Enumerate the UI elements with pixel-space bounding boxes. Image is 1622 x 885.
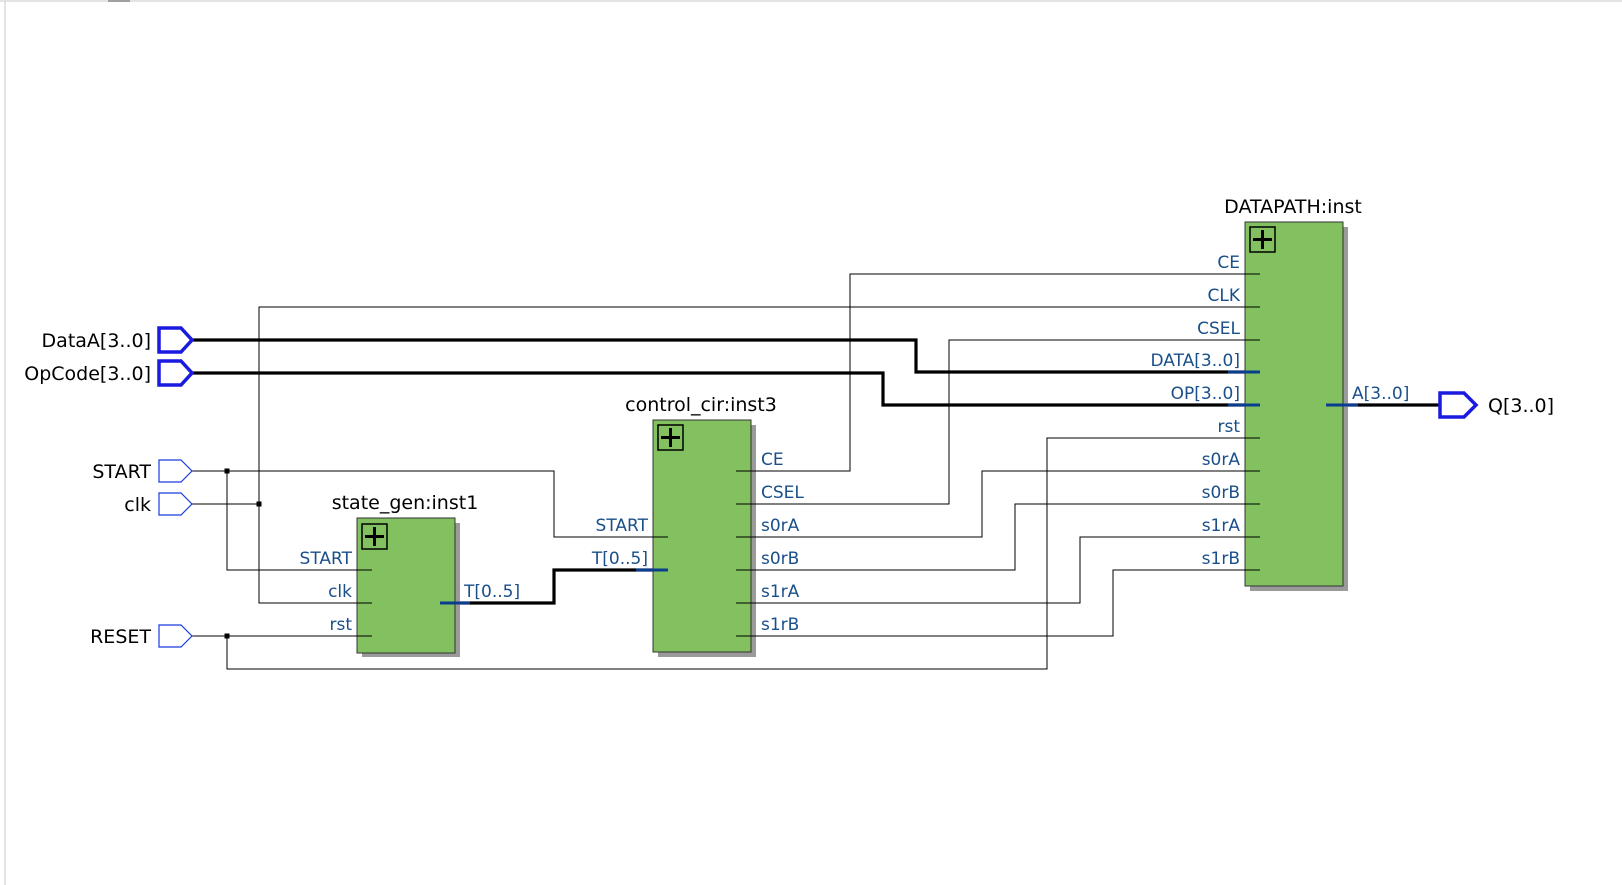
control-cir-pin-t: T[0..5]	[591, 549, 648, 569]
block-control-cir-body	[652, 419, 752, 653]
datapath-pin-s0ra: s0rA	[1202, 450, 1241, 470]
block-control-cir-expand-icon[interactable]	[657, 424, 684, 451]
datapath-pin-csel: CSEL	[1197, 319, 1240, 339]
wire-start-to-control[interactable]	[192, 470, 668, 538]
port-opcode-symbol	[157, 359, 195, 387]
junction-clk	[256, 501, 262, 507]
wire-reset-to-datapath[interactable]	[226, 437, 1258, 670]
wire-t-bus[interactable]	[440, 568, 668, 605]
datapath-pin-a: A[3..0]	[1352, 384, 1409, 404]
port-dataa-label: DataA[3..0]	[42, 330, 151, 352]
wire-s0rb[interactable]	[736, 503, 1258, 571]
datapath-pin-s1rb: s1rB	[1202, 549, 1240, 569]
state-gen-pin-start: START	[300, 549, 353, 569]
port-reset-label: RESET	[90, 626, 151, 648]
datapath-pin-s0rb: s0rB	[1202, 483, 1240, 503]
control-cir-pin-s1rb: s1rB	[761, 615, 799, 635]
port-dataa[interactable]: DataA[3..0]	[42, 326, 195, 354]
port-dataa-symbol	[157, 326, 195, 354]
wire-csel[interactable]	[736, 339, 1258, 505]
wire-clk-to-stategen[interactable]	[192, 503, 372, 604]
wire-ce[interactable]	[736, 273, 1258, 472]
block-datapath-expand-icon[interactable]	[1249, 226, 1276, 253]
port-q-symbol	[1438, 391, 1479, 419]
port-clk-label: clk	[124, 494, 151, 516]
wire-s1ra[interactable]	[736, 536, 1258, 604]
datapath-pin-ce: CE	[1217, 253, 1240, 273]
junction-reset	[224, 633, 230, 639]
block-state-gen-body	[356, 517, 456, 654]
input-ports: DataA[3..0] OpCode[3..0] START clk RESET	[24, 326, 195, 648]
wire-s0ra[interactable]	[736, 470, 1258, 538]
state-gen-pin-t: T[0..5]	[463, 582, 520, 602]
block-control-cir[interactable]: control_cir:inst3 START T[0..5] CE CSEL …	[591, 394, 804, 657]
datapath-pin-rst: rst	[1217, 417, 1240, 437]
control-cir-pin-csel: CSEL	[761, 483, 804, 503]
wire-s1rb[interactable]	[736, 569, 1258, 637]
block-state-gen[interactable]: state_gen:inst1 START clk rst T[0..5]	[300, 492, 521, 657]
block-datapath-title: DATAPATH:inst	[1224, 196, 1362, 218]
block-state-gen-title: state_gen:inst1	[332, 492, 479, 514]
port-reset[interactable]: RESET	[90, 624, 193, 648]
junction-start	[224, 468, 230, 474]
datapath-pin-data: DATA[3..0]	[1151, 351, 1241, 371]
state-gen-pin-rst: rst	[329, 615, 352, 635]
wire-clk-to-datapath[interactable]	[258, 306, 1258, 504]
port-opcode[interactable]: OpCode[3..0]	[24, 359, 195, 387]
datapath-pin-clk: CLK	[1208, 286, 1241, 306]
control-cir-pin-s0rb: s0rB	[761, 549, 799, 569]
port-clk[interactable]: clk	[124, 492, 193, 516]
port-start[interactable]: START	[92, 459, 193, 483]
port-q-label: Q[3..0]	[1488, 395, 1554, 417]
port-clk-symbol	[158, 492, 193, 516]
port-q[interactable]: Q[3..0]	[1438, 391, 1554, 419]
port-opcode-label: OpCode[3..0]	[24, 363, 151, 385]
control-cir-pin-ce: CE	[761, 450, 784, 470]
state-gen-pin-clk: clk	[328, 582, 352, 602]
datapath-pin-op: OP[3..0]	[1171, 384, 1240, 404]
port-start-symbol	[158, 459, 193, 483]
datapath-pin-s1ra: s1rA	[1202, 516, 1241, 536]
block-state-gen-expand-icon[interactable]	[361, 523, 388, 550]
port-start-label: START	[92, 461, 151, 483]
control-cir-pin-start: START	[596, 516, 649, 536]
viewer-tab-marker	[108, 0, 130, 2]
port-reset-symbol	[158, 624, 193, 648]
wires	[192, 273, 1440, 670]
control-cir-pin-s0ra: s0rA	[761, 516, 800, 536]
wire-dataa-bus[interactable]	[192, 338, 1258, 374]
block-control-cir-title: control_cir:inst3	[625, 394, 777, 416]
control-cir-pin-s1ra: s1rA	[761, 582, 800, 602]
block-datapath[interactable]: DATAPATH:inst CE CLK CSEL DATA[3..0] OP[…	[1151, 196, 1410, 591]
wire-opcode-bus[interactable]	[192, 371, 1258, 407]
